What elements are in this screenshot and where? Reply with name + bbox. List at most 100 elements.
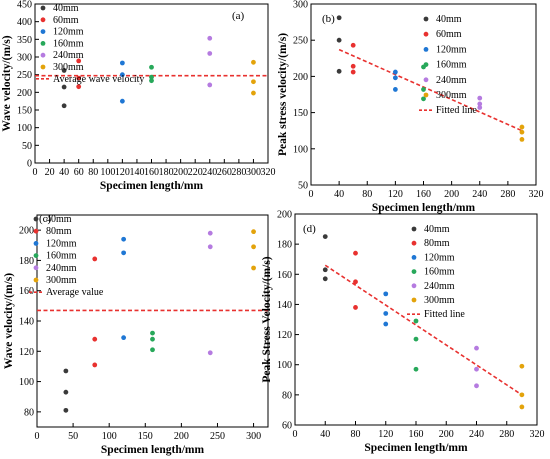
x-tick-label: 0 bbox=[35, 431, 40, 442]
legend-marker bbox=[40, 29, 46, 34]
y-tick-label: 100 bbox=[277, 360, 292, 371]
point-300mm-1 bbox=[251, 244, 256, 250]
x-tick-label: 80 bbox=[351, 429, 361, 440]
point-60mm-1 bbox=[350, 63, 356, 69]
x-tick-label: 300 bbox=[246, 167, 261, 178]
legend-marker bbox=[40, 17, 46, 23]
x-tick-label: 0 bbox=[33, 167, 38, 178]
x-tick-label: 280 bbox=[231, 167, 246, 178]
y-tick-label: 400 bbox=[17, 17, 32, 28]
legend-entry: Fitted line bbox=[424, 309, 465, 320]
legend-entry: 160mm bbox=[46, 251, 77, 262]
x-tick-label: 320 bbox=[261, 167, 276, 178]
legend-entry: 80mm bbox=[424, 238, 450, 249]
legend-marker bbox=[33, 265, 39, 271]
point-120mm-1 bbox=[383, 311, 389, 316]
x-tick-label: 250 bbox=[210, 431, 225, 442]
legend-entry: 120mm bbox=[436, 44, 467, 55]
x-axis-label: Specimen length/mm bbox=[101, 444, 205, 456]
x-tick-label: 320 bbox=[529, 189, 544, 200]
x-tick-label: 20 bbox=[45, 167, 55, 178]
point-120mm-1 bbox=[392, 75, 398, 81]
x-tick-label: 260 bbox=[217, 167, 232, 178]
legend-entry: 120mm bbox=[424, 252, 455, 263]
legend-marker bbox=[411, 226, 417, 232]
legend-marker bbox=[40, 64, 46, 70]
point-240mm-0 bbox=[477, 105, 483, 110]
legend-entry: 240mm bbox=[436, 75, 467, 86]
point-40mm-2 bbox=[336, 15, 342, 21]
point-80mm-1 bbox=[353, 279, 358, 285]
point-40mm-2 bbox=[63, 368, 69, 374]
legend-marker bbox=[411, 297, 417, 303]
panel-label: (d) bbox=[303, 223, 316, 235]
point-160mm-2 bbox=[150, 330, 155, 336]
y-tick-label: 100 bbox=[293, 144, 308, 155]
point-60mm-0 bbox=[350, 69, 356, 75]
point-120mm-2 bbox=[383, 291, 389, 297]
y-axis-label: Peak Stress Velocity/(m/s) bbox=[261, 256, 273, 382]
point-40mm-0 bbox=[322, 276, 328, 282]
point-80mm-0 bbox=[92, 362, 98, 368]
point-120mm-2 bbox=[121, 236, 127, 242]
legend-entry: Average wave velocity bbox=[53, 74, 144, 85]
y-tick-label: 0 bbox=[27, 159, 32, 170]
legend-entry: 40mm bbox=[53, 3, 79, 14]
y-axis-label: Peak stress velocity/(m/s) bbox=[277, 33, 289, 156]
point-160mm-1 bbox=[421, 87, 426, 92]
legend-entry: 300mm bbox=[53, 62, 84, 73]
point-120mm-0 bbox=[119, 98, 125, 104]
y-tick-label: 50 bbox=[298, 181, 308, 192]
x-axis-label: Specimen length/mm bbox=[364, 442, 468, 454]
legend-entry: 120mm bbox=[46, 238, 77, 249]
y-tick-label: 160 bbox=[19, 286, 34, 297]
y-tick-label: 350 bbox=[17, 35, 32, 46]
legend-entry: 300mm bbox=[436, 90, 467, 101]
point-40mm-2 bbox=[61, 68, 67, 73]
x-tick-label: 100 bbox=[102, 431, 117, 442]
legend-entry: 160mm bbox=[436, 60, 467, 71]
point-240mm-1 bbox=[474, 366, 479, 372]
legend-entry: 160mm bbox=[424, 267, 455, 278]
y-tick-label: 140 bbox=[277, 300, 292, 311]
point-240mm-0 bbox=[207, 82, 213, 88]
legend-marker bbox=[423, 31, 429, 37]
point-240mm-1 bbox=[207, 244, 213, 250]
point-300mm-1 bbox=[251, 79, 256, 85]
x-tick-label: 280 bbox=[499, 429, 514, 440]
legend-marker bbox=[423, 77, 429, 83]
y-tick-label: 140 bbox=[19, 317, 34, 328]
y-tick-label: 200 bbox=[17, 88, 32, 99]
point-120mm-2 bbox=[119, 60, 125, 66]
point-300mm-2 bbox=[519, 363, 525, 369]
point-40mm-1 bbox=[63, 389, 69, 395]
point-80mm-1 bbox=[92, 336, 98, 342]
point-160mm-2 bbox=[413, 318, 419, 324]
x-tick-label: 240 bbox=[469, 429, 484, 440]
point-120mm-2 bbox=[392, 69, 398, 75]
point-240mm-2 bbox=[207, 230, 213, 236]
x-tick-label: 200 bbox=[174, 431, 189, 442]
point-120mm-0 bbox=[383, 321, 389, 327]
legend-entry: 300mm bbox=[46, 275, 77, 286]
point-120mm-1 bbox=[119, 72, 125, 78]
point-80mm-2 bbox=[92, 256, 98, 262]
point-300mm-0 bbox=[251, 265, 256, 271]
x-tick-label: 240 bbox=[202, 167, 217, 178]
x-tick-label: 60 bbox=[74, 167, 84, 178]
legend-entry: 160mm bbox=[53, 38, 84, 49]
panel-label: (c) bbox=[39, 213, 52, 225]
y-tick-label: 250 bbox=[17, 70, 32, 81]
point-40mm-0 bbox=[63, 407, 69, 413]
point-240mm-0 bbox=[474, 383, 479, 389]
chart-panel-a: 0 20 40 60 80 100 120 140 160 180 200 220 240 260 280 3… bbox=[1, 0, 276, 192]
y-tick-label: 300 bbox=[17, 53, 32, 64]
y-tick-label: 250 bbox=[293, 36, 308, 47]
x-tick-label: 240 bbox=[472, 189, 487, 200]
y-axis-label: Wave velocity/(m/s) bbox=[3, 273, 15, 369]
point-240mm-2 bbox=[474, 345, 479, 351]
x-tick-label: 200 bbox=[439, 429, 454, 440]
y-tick-label: 300 bbox=[293, 0, 308, 11]
legend-entry: 240mm bbox=[424, 281, 455, 292]
point-120mm-0 bbox=[121, 335, 127, 341]
